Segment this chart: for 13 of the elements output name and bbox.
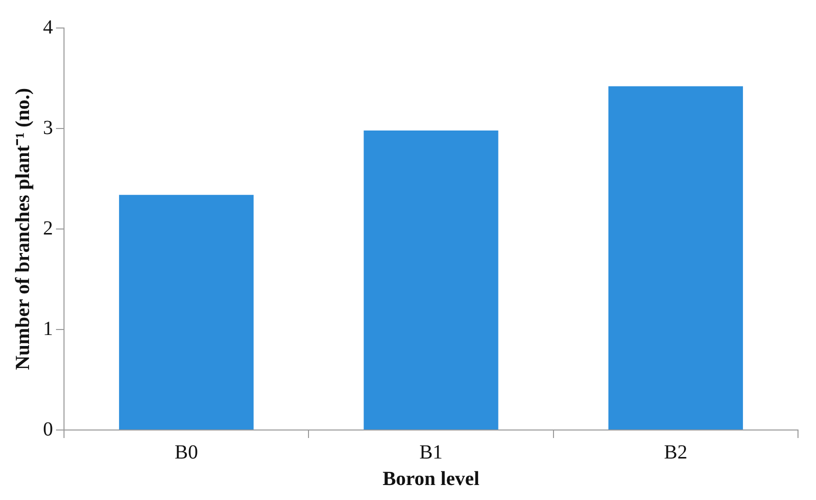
bar [364, 130, 498, 430]
x-tick-label: B2 [664, 441, 688, 464]
bar [608, 86, 743, 430]
y-tick-label: 2 [43, 217, 53, 240]
x-axis-title: Boron level [382, 468, 480, 490]
x-tick-label: B1 [419, 441, 443, 464]
bar [119, 194, 254, 430]
y-axis-title: Number of branches plant⁻¹ (no.) [12, 88, 34, 370]
y-tick-label: 1 [43, 318, 53, 340]
x-tick-label: B0 [174, 441, 198, 464]
y-tick-label: 0 [43, 418, 53, 440]
y-tick-label: 3 [43, 116, 53, 139]
y-tick-label: 4 [43, 16, 53, 38]
